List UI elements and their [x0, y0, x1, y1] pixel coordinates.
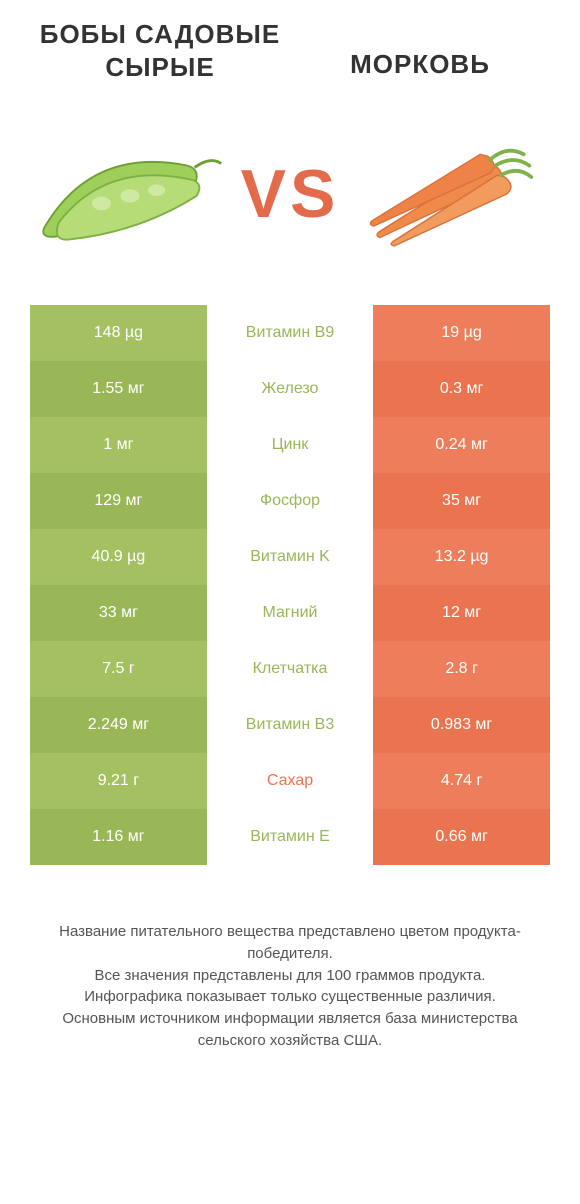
value-left: 1 мг [30, 417, 207, 473]
table-row: 1.16 мгВитамин E0.66 мг [30, 809, 550, 865]
nutrient-name: Витамин B9 [207, 305, 373, 361]
nutrient-name: Сахар [207, 753, 373, 809]
table-row: 40.9 µgВитамин K13.2 µg [30, 529, 550, 585]
footer-line: Основным источником информации является … [34, 1008, 546, 1052]
value-right: 0.66 мг [373, 809, 550, 865]
table-row: 7.5 гКлетчатка2.8 г [30, 641, 550, 697]
nutrient-name: Цинк [207, 417, 373, 473]
title-right: МОРКОВЬ [290, 18, 550, 81]
value-left: 148 µg [30, 305, 207, 361]
comparison-table: 148 µgВитамин B919 µg1.55 мгЖелезо0.3 мг… [30, 305, 550, 865]
beans-icon [35, 134, 225, 254]
title-left: БОБЫ САДОВЫЕ СЫРЫЕ [30, 18, 290, 83]
value-right: 0.3 мг [373, 361, 550, 417]
hero-row: VS [30, 119, 550, 269]
footer-line: Все значения представлены для 100 граммо… [34, 965, 546, 987]
carrots-icon [365, 134, 535, 254]
value-right: 0.24 мг [373, 417, 550, 473]
value-right: 0.983 мг [373, 697, 550, 753]
footer-notes: Название питательного вещества представл… [30, 921, 550, 1076]
value-left: 2.249 мг [30, 697, 207, 753]
value-right: 4.74 г [373, 753, 550, 809]
table-row: 9.21 гСахар4.74 г [30, 753, 550, 809]
value-right: 19 µg [373, 305, 550, 361]
infographic-root: БОБЫ САДОВЫЕ СЫРЫЕ МОРКОВЬ VS [0, 0, 580, 1076]
value-right: 2.8 г [373, 641, 550, 697]
value-left: 40.9 µg [30, 529, 207, 585]
value-left: 1.16 мг [30, 809, 207, 865]
value-left: 9.21 г [30, 753, 207, 809]
table-row: 129 мгФосфор35 мг [30, 473, 550, 529]
table-row: 1 мгЦинк0.24 мг [30, 417, 550, 473]
value-right: 12 мг [373, 585, 550, 641]
nutrient-name: Магний [207, 585, 373, 641]
vs-label: VS [231, 155, 350, 233]
value-right: 13.2 µg [373, 529, 550, 585]
value-right: 35 мг [373, 473, 550, 529]
nutrient-name: Железо [207, 361, 373, 417]
value-left: 1.55 мг [30, 361, 207, 417]
carrots-illustration [349, 134, 550, 254]
footer-line: Название питательного вещества представл… [34, 921, 546, 965]
nutrient-name: Витамин K [207, 529, 373, 585]
nutrient-name: Клетчатка [207, 641, 373, 697]
table-row: 148 µgВитамин B919 µg [30, 305, 550, 361]
titles-row: БОБЫ САДОВЫЕ СЫРЫЕ МОРКОВЬ [30, 18, 550, 83]
table-row: 1.55 мгЖелезо0.3 мг [30, 361, 550, 417]
value-left: 7.5 г [30, 641, 207, 697]
nutrient-name: Витамин E [207, 809, 373, 865]
footer-line: Инфографика показывает только существенн… [34, 986, 546, 1008]
value-left: 129 мг [30, 473, 207, 529]
beans-illustration [30, 134, 231, 254]
nutrient-name: Витамин B3 [207, 697, 373, 753]
value-left: 33 мг [30, 585, 207, 641]
table-row: 33 мгМагний12 мг [30, 585, 550, 641]
table-row: 2.249 мгВитамин B30.983 мг [30, 697, 550, 753]
nutrient-name: Фосфор [207, 473, 373, 529]
